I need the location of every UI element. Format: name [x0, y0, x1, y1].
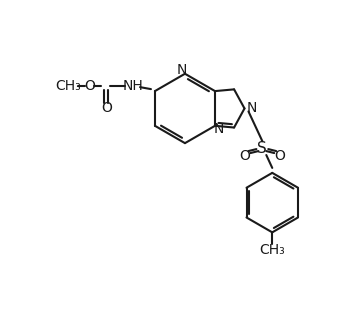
Text: N: N	[246, 101, 257, 115]
Text: O: O	[84, 79, 95, 93]
Text: O: O	[101, 101, 112, 115]
Text: N: N	[177, 63, 187, 77]
Text: CH₃: CH₃	[55, 79, 81, 93]
Text: CH₃: CH₃	[260, 243, 285, 257]
Text: NH: NH	[123, 79, 143, 93]
Text: N: N	[214, 122, 224, 136]
Text: O: O	[275, 149, 286, 163]
Text: O: O	[239, 149, 250, 163]
Text: S: S	[257, 141, 267, 156]
